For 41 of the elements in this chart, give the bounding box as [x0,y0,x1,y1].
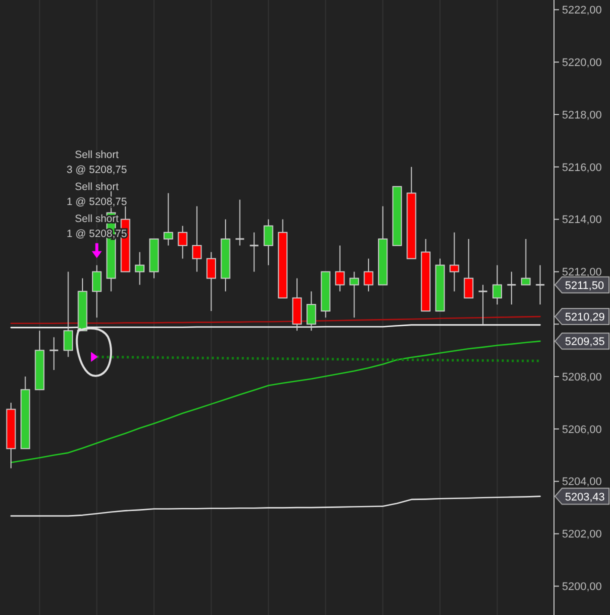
candlestick [236,199,244,246]
candlestick [464,238,474,298]
candlestick [206,252,216,312]
y-tick-label: 5208,00 [562,371,602,384]
y-tick-label: 5220,00 [562,56,602,69]
y-tick-label: 5204,00 [562,476,602,488]
y-tick-label: 5216,00 [562,162,602,174]
candlestick [92,264,102,318]
candlestick [134,252,145,286]
annotation: Sell short 3 @ 5208,75 [66,149,128,176]
y-tick-label: 5202,00 [562,528,602,541]
candlestick [264,218,274,266]
candlestick [50,336,58,370]
text: 5203,43 [565,491,605,504]
candlestick [478,284,488,325]
y-tick-label: 5214,00 [562,214,602,226]
line-series [10,496,541,517]
candlestick [306,290,316,332]
text: 5209,35 [565,336,605,348]
candlestick [250,232,258,272]
text: 5210,29 [565,312,605,324]
candlestick [335,245,345,292]
candlestick [507,271,516,305]
y-tick-label: 5222,00 [562,4,602,17]
candlestick [192,206,202,272]
candlestick [536,264,544,305]
candlestick [521,238,531,286]
line-series [10,340,541,464]
candlestick [63,271,74,358]
candlestick [164,192,174,246]
candlestick [178,225,188,260]
y-tick-label: 5206,00 [562,424,602,436]
y-tick-label: 5212,00 [562,266,602,279]
y-tick-label: 5218,00 [562,109,602,122]
line-series [10,316,541,324]
candlestick [364,258,374,292]
y-tick-label: 5200,00 [562,581,602,594]
text: 5211,50 [565,280,604,292]
candlestick [492,264,502,305]
candlestick [349,271,360,318]
candlestick [450,232,460,292]
